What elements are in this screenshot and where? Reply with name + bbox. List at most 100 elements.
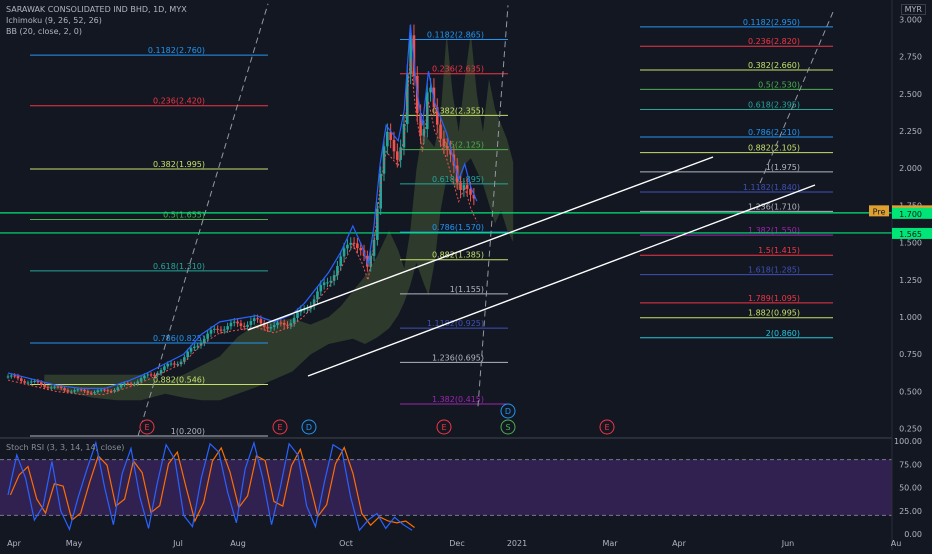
candle-body <box>289 323 293 326</box>
candle-body <box>36 381 40 383</box>
candle-body <box>292 317 296 324</box>
stoch-tick-label: 50.00 <box>899 484 922 493</box>
stoch-d-line <box>9 446 415 528</box>
fib-level-label: 0.618(1.310) <box>153 262 205 271</box>
candle-body <box>379 173 382 209</box>
candle-body <box>43 384 46 388</box>
candle-body <box>209 329 213 334</box>
candle-body <box>193 346 196 349</box>
event-marker-label: E <box>144 423 149 432</box>
time-tick-label: Apr <box>7 539 22 548</box>
candle-body <box>336 266 339 276</box>
price-tick-label: 1.000 <box>899 313 922 322</box>
candle-body <box>329 280 333 283</box>
candle-body <box>316 291 319 300</box>
pre-market-tag <box>869 205 889 217</box>
fib-level-label: 0.786(2.210) <box>748 128 800 137</box>
candle-body <box>442 138 446 147</box>
candle-body <box>159 370 163 374</box>
ichimoku-lagging-line <box>7 58 478 395</box>
candle-body <box>356 243 359 249</box>
ichimoku-label[interactable]: Ichimoku (9, 26, 52, 26) <box>6 16 102 25</box>
pre-market-label: Pre <box>873 207 886 216</box>
candle-body <box>196 345 199 347</box>
candle-body <box>83 389 86 392</box>
candle-body <box>179 361 183 365</box>
candle-body <box>189 348 193 352</box>
event-marker-circle <box>599 419 615 435</box>
fib-level-label: 1(1.975) <box>766 163 800 172</box>
candle-body <box>173 363 176 365</box>
candle-body <box>266 327 269 329</box>
event-marker-circle <box>500 403 516 419</box>
candle-body <box>213 328 216 330</box>
time-tick-label: Aug <box>230 539 246 548</box>
price-tick-label: 2.750 <box>899 53 922 62</box>
fib-level-label: 0.882(1.385) <box>432 251 484 260</box>
candle-body <box>103 389 106 391</box>
candle-body <box>445 146 449 149</box>
candle-body <box>349 242 353 245</box>
event-marker-circle <box>301 419 317 435</box>
fib-level-label: 0.5(2.530) <box>758 80 800 89</box>
fib-level-label: 0.236(2.635) <box>432 65 484 74</box>
candle-body <box>276 322 279 326</box>
price-tick-label: 3.000 <box>899 15 922 24</box>
candle-body <box>39 382 43 385</box>
candle-body <box>206 333 209 339</box>
fib-level-label: 0.382(2.660) <box>748 61 800 70</box>
event-marker-label: D <box>306 423 312 432</box>
candle-body <box>63 388 66 391</box>
chart-legend: SARAWAK CONSOLIDATED IND BHD, 1D, MYX Ic… <box>6 4 187 37</box>
time-tick-label: 2021 <box>507 539 527 548</box>
candle-body <box>439 124 442 139</box>
candle-body <box>203 338 206 344</box>
time-tick-label: Dec <box>449 539 464 548</box>
time-tick-label: May <box>66 539 83 548</box>
candle-body <box>239 323 243 327</box>
time-tick-label: Jun <box>781 539 795 548</box>
candle-body <box>33 381 36 383</box>
price-tick-label: 0.250 <box>899 425 922 434</box>
candle-body <box>219 329 223 331</box>
candle-body <box>93 392 96 394</box>
candle-body <box>146 374 150 376</box>
candle-body <box>369 255 372 267</box>
candle-body <box>53 386 56 388</box>
candle-body <box>99 389 103 391</box>
candle-body <box>183 357 186 362</box>
stoch-rsi-label[interactable]: Stoch RSI (3, 3, 14, 14, close) <box>6 443 125 452</box>
candle-body <box>119 384 123 388</box>
candle-body <box>412 35 416 76</box>
event-marker-label: E <box>604 423 609 432</box>
event-marker-label: S <box>505 423 510 432</box>
fib-level-label: 1.1182(0.925) <box>427 319 484 328</box>
fib-level-label: 0.5(2.125) <box>442 141 484 150</box>
fib-level-label: 1.789(1.095) <box>748 294 800 303</box>
candle-body <box>113 389 116 392</box>
candle-body <box>16 376 20 379</box>
candle-body <box>322 282 326 286</box>
fib-level-label: 1.618(1.285) <box>748 266 800 275</box>
time-tick-label: Oct <box>339 539 353 548</box>
candle-body <box>222 329 226 331</box>
candle-body <box>169 363 173 365</box>
event-marker-label: D <box>505 407 511 416</box>
fib-level-label: 2(0.860) <box>766 329 800 338</box>
fib-trend-line <box>759 11 834 184</box>
candle-body <box>282 322 286 325</box>
symbol-title[interactable]: SARAWAK CONSOLIDATED IND BHD, 1D, MYX <box>6 5 187 14</box>
fib-level-label: 1.1182(1.840) <box>743 183 800 192</box>
price-tick-label: 2.250 <box>899 127 922 136</box>
candle-body <box>392 139 396 152</box>
event-marker-circle <box>272 419 288 435</box>
stoch-tick-label: 25.00 <box>899 507 922 516</box>
level-price-label: 1.565 <box>899 230 922 239</box>
candle-body <box>129 383 133 385</box>
bb-label[interactable]: BB (20, close, 2, 0) <box>6 27 82 36</box>
candle-body <box>10 375 13 377</box>
candle-body <box>126 383 130 385</box>
price-tick-label: 0.750 <box>899 350 922 359</box>
